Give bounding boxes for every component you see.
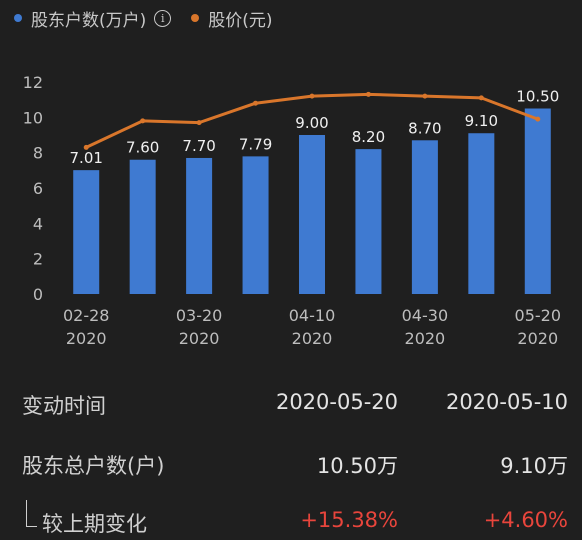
bar-6 [411,140,438,294]
y-tick-label: 12 [23,73,43,92]
price-point-8 [535,116,541,122]
bar-data-label-8: 10.50 [516,88,559,106]
price-point-2 [196,120,202,126]
row-label: 股东总户数(户) [22,454,165,478]
x-tick-label: 04-10 [289,306,336,325]
x-tick-label: 05-20 [515,306,562,325]
price-point-7 [478,95,484,101]
bar-5 [355,149,382,294]
bar-data-label-5: 8.20 [352,128,385,146]
bar-data-label-2: 7.70 [182,137,215,155]
price-point-0 [83,144,89,150]
row-value-previous: 2020-05-10 [445,390,568,414]
y-tick-label: 10 [23,108,43,127]
row-label: 变动时间 [22,394,106,418]
bar-1 [129,159,156,294]
bar-data-label-1: 7.60 [126,139,159,157]
x-tick-label-year: 2020 [292,329,333,348]
row-value-previous: 9.10万 [500,454,568,478]
bar-4 [299,135,325,294]
row-value-previous: +4.60% [483,508,568,532]
row-label: 较上期变化 [42,512,147,536]
row-total-holders: 股东总户数(户) 10.50万 9.10万 [0,442,582,482]
legend-item-holders[interactable]: 股东户数(万户) i [14,6,172,31]
row-value-current: 10.50万 [316,454,398,478]
x-tick-label: 03-20 [176,306,223,325]
y-tick-label: 2 [33,250,43,269]
legend-label-holders: 股东户数(万户) [31,10,147,31]
info-icon[interactable]: i [154,9,172,27]
bar-3 [242,156,269,294]
x-tick-label: 04-30 [402,306,449,325]
price-point-5 [365,91,371,97]
row-change-rate: 较上期变化 +15.38% +4.60% [0,500,582,540]
bar-data-label-7: 9.10 [465,112,498,130]
price-point-1 [140,118,146,124]
legend-item-price[interactable]: 股价(元) [191,6,273,31]
legend-dot-blue-icon [14,14,22,22]
bar-data-label-4: 9.00 [295,114,328,132]
bar-0 [73,170,100,294]
bar-2 [186,157,213,294]
bar-7 [468,133,495,294]
price-point-6 [422,93,428,99]
price-point-3 [253,100,259,106]
bracket-connector [26,500,37,527]
holders-chart: 0 2 4 6 8 10 12 7.01 7.60 7.70 7.79 9.00 8.20 8.70 9.1… [23,73,562,348]
x-tick-label-year: 2020 [405,329,446,348]
bar-data-label-6: 8.70 [408,119,441,137]
y-tick-label: 0 [33,285,43,304]
row-value-current: +15.38% [300,508,398,532]
chart-legend: 股东户数(万户) i 股价(元) [14,6,293,31]
row-change-time: 变动时间 2020-05-20 2020-05-10 [0,382,582,422]
legend-label-price: 股价(元) [208,10,273,31]
x-tick-label-year: 2020 [179,329,220,348]
x-tick-label: 02-28 [63,306,110,325]
row-value-current: 2020-05-20 [275,390,398,414]
y-tick-label: 6 [33,179,43,198]
legend-dot-orange-icon [191,14,200,22]
x-tick-label-year: 2020 [517,329,558,348]
bar-8 [524,108,551,294]
bar-data-label-3: 7.79 [239,135,272,153]
bar-data-label-0: 7.01 [70,149,103,167]
price-point-4 [309,93,315,99]
y-tick-label: 8 [33,144,43,163]
y-tick-label: 4 [33,214,43,233]
x-tick-label-year: 2020 [66,329,107,348]
